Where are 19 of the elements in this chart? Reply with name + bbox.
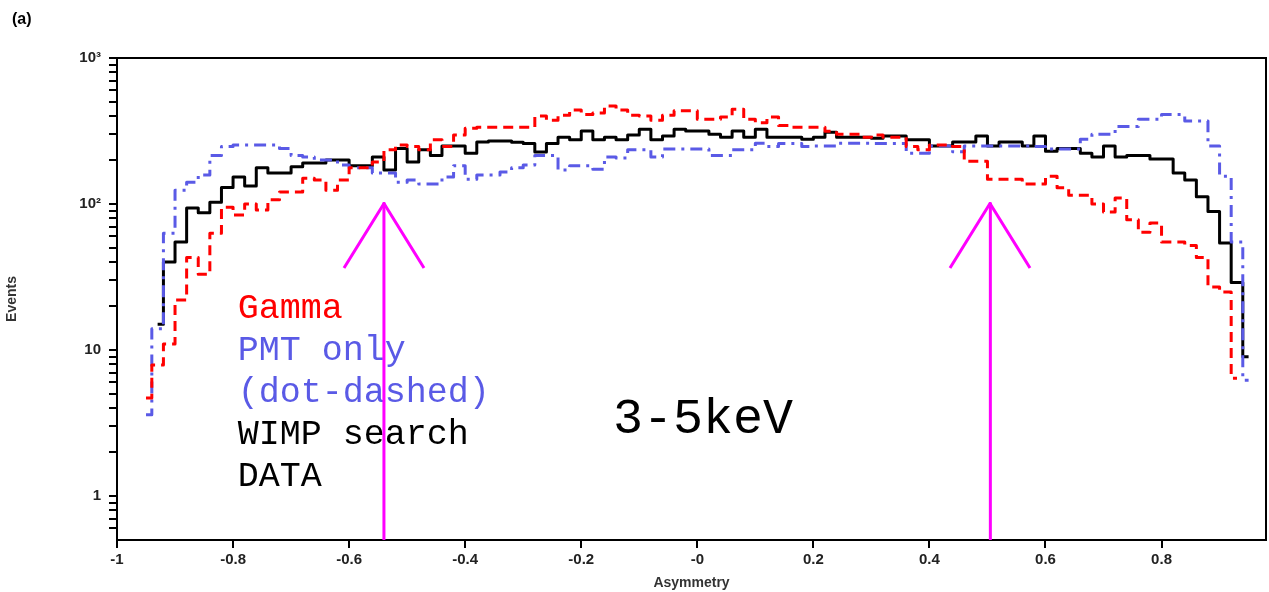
- series-label: Gamma: [237, 288, 343, 329]
- text: (a): [12, 10, 32, 28]
- x-tick-label: 0.6: [1035, 550, 1056, 568]
- y-tick-label: 10³: [79, 48, 101, 66]
- y-tick-label: 1: [92, 486, 101, 504]
- x-tick-label: -0.6: [336, 550, 363, 568]
- annotation: 3-5keV: [612, 390, 794, 448]
- y-axis-title: Events: [3, 275, 20, 322]
- x-tick-label: -0: [690, 550, 704, 568]
- y-tick-label: 10: [84, 340, 101, 358]
- y-tick-label: 10²: [79, 194, 101, 212]
- x-tick-label: 0.4: [918, 550, 941, 568]
- x-axis-title: Asymmetry: [653, 574, 730, 591]
- x-tick-label: -0.4: [452, 550, 479, 568]
- x-tick-label: 0.8: [1151, 550, 1172, 568]
- x-tick-label: 0.2: [802, 550, 824, 568]
- x-tick-label: -1: [110, 550, 124, 568]
- x-tick-label: -0.8: [220, 550, 246, 568]
- x-tick-label: -0.2: [568, 550, 595, 568]
